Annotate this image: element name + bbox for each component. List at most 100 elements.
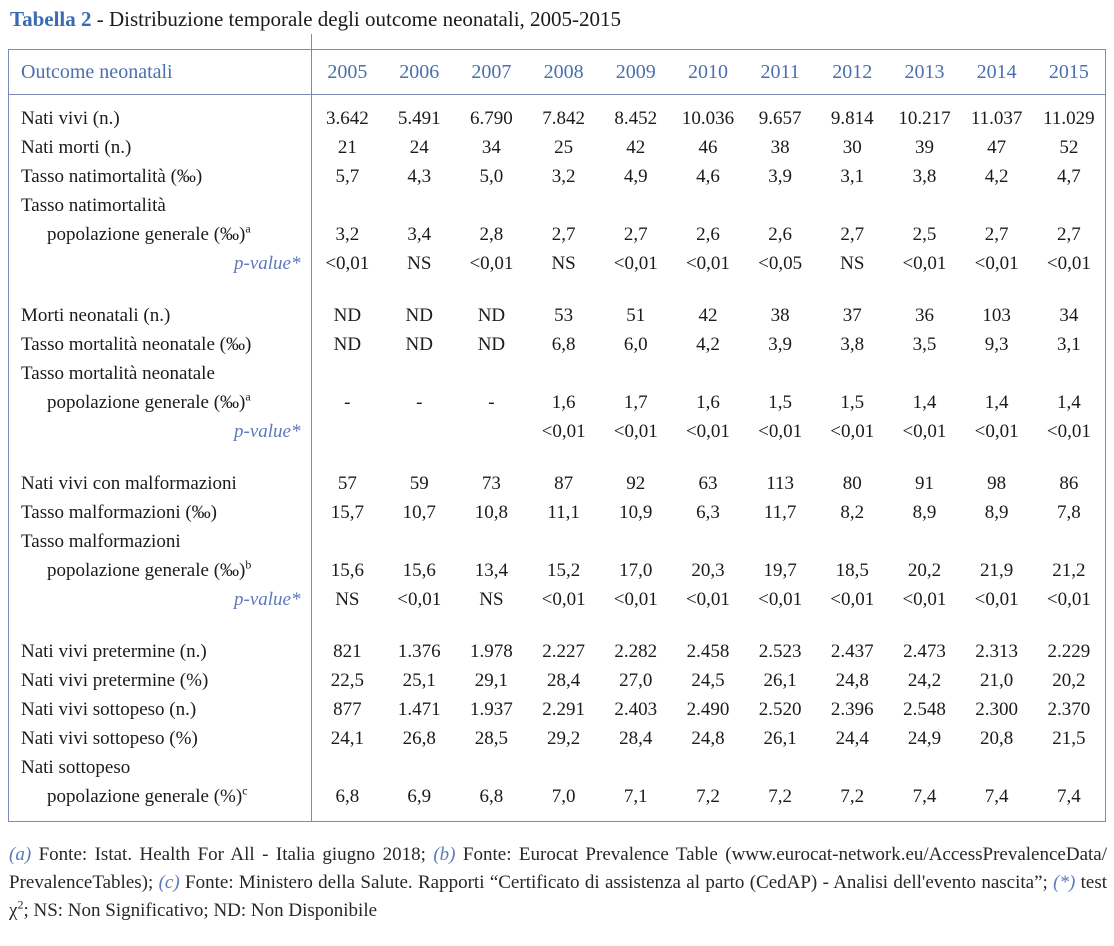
- cell: 9,3: [984, 334, 1009, 355]
- cell: <0,01: [613, 421, 658, 442]
- cell: 37: [842, 305, 862, 326]
- cell: 6,9: [407, 786, 432, 807]
- row-label: Nati vivi con malformazioni: [9, 446, 312, 498]
- cell: 1.471: [397, 699, 441, 720]
- cell: 1.978: [470, 641, 513, 662]
- cell: ND: [405, 305, 433, 326]
- cell: 4,2: [696, 334, 720, 355]
- cell: <0,01: [469, 253, 514, 274]
- cell: 26,8: [402, 728, 436, 749]
- cell: 6,8: [551, 334, 576, 355]
- cell: [888, 527, 960, 556]
- cell: <0,01: [830, 589, 875, 610]
- header-year-2013: 2013: [888, 50, 961, 95]
- cell: 8.452: [614, 108, 658, 129]
- cell: <0,01: [902, 253, 947, 274]
- cell: <0,01: [974, 421, 1019, 442]
- footnote-marker-c: c: [242, 783, 248, 798]
- cell: 1,4: [1056, 392, 1081, 413]
- table-row: Tasso natimortalità (‰) 5,7 4,3 5,0 3,2 4,9 4,…: [9, 162, 1105, 191]
- cell: 2.458: [686, 641, 730, 662]
- footnote-marker-a: a: [245, 389, 251, 404]
- table-row: Tasso mortalità neonatale (‰) ND ND ND 6,8 6,…: [9, 330, 1105, 359]
- row-label: Nati sottopeso: [9, 753, 312, 782]
- cell: <0,01: [541, 421, 586, 442]
- cell: <0,01: [1046, 589, 1091, 610]
- cell: 2,7: [840, 224, 865, 245]
- cell: 7,2: [840, 786, 865, 807]
- cell: 24,5: [691, 670, 725, 691]
- header-year-2005: 2005: [311, 50, 384, 95]
- cell: 6,8: [335, 786, 360, 807]
- table-row: Nati sottopeso: [9, 753, 1105, 782]
- text-segment: ; NS: Non Significativo; ND: Non Disponi…: [23, 900, 378, 921]
- cell: 2,7: [1056, 224, 1081, 245]
- cell: 25,1: [402, 670, 436, 691]
- cell: ND: [477, 305, 506, 326]
- cell: 2.396: [830, 699, 874, 720]
- cell: <0,01: [902, 589, 947, 610]
- cell: 2,7: [984, 224, 1009, 245]
- text-segment: - Distribuzione temporale degli outcome …: [91, 7, 622, 31]
- cell: 4,2: [984, 166, 1009, 187]
- cell: [311, 753, 383, 782]
- row-label: Tasso malformazioni (‰): [9, 498, 312, 527]
- cell: 26,1: [763, 728, 797, 749]
- row-label: Tasso natimortalità: [9, 191, 312, 220]
- cell: 87: [554, 473, 574, 494]
- row-label: p-value*: [9, 417, 312, 446]
- cell: [383, 753, 455, 782]
- cell: 92: [626, 473, 646, 494]
- cell: 3,2: [335, 224, 360, 245]
- text-segment: (b): [433, 844, 456, 865]
- cell: 28,5: [474, 728, 509, 749]
- cell: 2.229: [1047, 641, 1091, 662]
- cell: 5,0: [479, 166, 504, 187]
- cell: 24,2: [907, 670, 942, 691]
- outcome-table-container: Outcome neonatali 2005 2006 2007 2008 2009 20…: [8, 34, 1106, 822]
- text-segment: 2: [17, 897, 24, 912]
- cell: 3.642: [325, 108, 369, 129]
- cell: <0,01: [325, 253, 370, 274]
- text-segment: test χ: [9, 872, 1108, 921]
- cell: [383, 417, 455, 446]
- table-row: p-value* <0,01 NS <0,01 NS <0,01 <0,01 <0,05 NS <…: [9, 249, 1105, 278]
- row-label: p-value*: [9, 249, 312, 278]
- cell: 2.313: [975, 641, 1018, 662]
- table-row: Nati vivi (n.) 3.642 5.491 6.790 7.842 8.452 1…: [9, 94, 1105, 133]
- text-segment: (*): [1053, 872, 1076, 893]
- cell: [383, 191, 455, 220]
- table-row: Morti neonatali (n.) ND ND ND 53 51 42 38 37 36 10…: [9, 278, 1105, 330]
- table-row: Tasso natimortalità: [9, 191, 1105, 220]
- cell: 38: [770, 137, 790, 158]
- cell: 28,4: [546, 670, 581, 691]
- text-segment: PrevalenceTables);: [9, 872, 159, 893]
- cell: [528, 191, 600, 220]
- cell: 2.300: [975, 699, 1018, 720]
- cell: [455, 527, 527, 556]
- cell: [672, 191, 744, 220]
- table-row: popolazione generale (%)c 6,8 6,9 6,8 7,0 7,1…: [9, 782, 1105, 821]
- cell: [672, 359, 744, 388]
- cell: 24,8: [691, 728, 725, 749]
- footnote-marker-a: a: [245, 221, 251, 236]
- cell: 52: [1059, 137, 1079, 158]
- table-row: p-value* <0,01 <0,01 <0,01 <0,01 <0,01 <0,01 <0…: [9, 417, 1105, 446]
- cell: 2.437: [830, 641, 874, 662]
- cell: 1,5: [840, 392, 865, 413]
- cell: 1.376: [397, 641, 441, 662]
- cell: 17,0: [619, 560, 653, 581]
- cell: 4,9: [623, 166, 648, 187]
- cell: [383, 527, 455, 556]
- cell: NS: [407, 253, 432, 274]
- cell: [311, 359, 383, 388]
- table-row: Nati vivi pretermine (n.) 821 1.376 1.978 2.…: [9, 614, 1105, 666]
- cell: <0,01: [397, 589, 442, 610]
- cell: 10,8: [474, 502, 509, 523]
- cell: 1,6: [696, 392, 720, 413]
- row-label: Morti neonatali (n.): [9, 278, 312, 330]
- cell: [816, 359, 888, 388]
- cell: 20,2: [1052, 670, 1086, 691]
- table-row: Nati vivi sottopeso (n.) 877 1.471 1.937 2.2…: [9, 695, 1105, 724]
- cell: 1,4: [912, 392, 937, 413]
